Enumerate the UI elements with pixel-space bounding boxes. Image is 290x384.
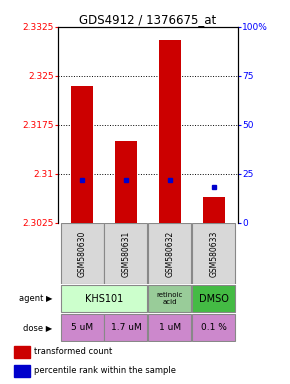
Bar bbox=[148, 223, 191, 283]
Text: transformed count: transformed count bbox=[34, 347, 113, 356]
Bar bbox=[61, 313, 104, 341]
Bar bbox=[71, 86, 93, 223]
Bar bbox=[159, 40, 181, 223]
Title: GDS4912 / 1376675_at: GDS4912 / 1376675_at bbox=[79, 13, 217, 26]
Bar bbox=[104, 223, 147, 283]
Text: agent ▶: agent ▶ bbox=[19, 294, 52, 303]
Text: percentile rank within the sample: percentile rank within the sample bbox=[34, 366, 176, 376]
Bar bbox=[148, 285, 191, 313]
Text: GSM580631: GSM580631 bbox=[122, 230, 130, 276]
Bar bbox=[115, 141, 137, 223]
Text: 1.7 uM: 1.7 uM bbox=[110, 323, 141, 332]
Text: 0.1 %: 0.1 % bbox=[201, 323, 226, 332]
Text: 1 uM: 1 uM bbox=[159, 323, 181, 332]
Bar bbox=[14, 346, 30, 358]
Bar bbox=[192, 223, 235, 283]
Bar bbox=[192, 285, 235, 313]
Text: dose ▶: dose ▶ bbox=[23, 323, 52, 332]
Text: DMSO: DMSO bbox=[199, 293, 229, 304]
Text: GSM580630: GSM580630 bbox=[78, 230, 87, 276]
Text: GSM580632: GSM580632 bbox=[165, 230, 174, 276]
Bar bbox=[192, 313, 235, 341]
Bar bbox=[61, 223, 104, 283]
Bar bbox=[203, 197, 225, 223]
Bar bbox=[14, 365, 30, 377]
Bar bbox=[61, 285, 147, 313]
Bar bbox=[148, 313, 191, 341]
Text: retinoic
acid: retinoic acid bbox=[157, 292, 183, 305]
Bar bbox=[104, 313, 147, 341]
Text: KHS101: KHS101 bbox=[85, 293, 123, 304]
Text: 5 uM: 5 uM bbox=[71, 323, 93, 332]
Text: GSM580633: GSM580633 bbox=[209, 230, 218, 276]
